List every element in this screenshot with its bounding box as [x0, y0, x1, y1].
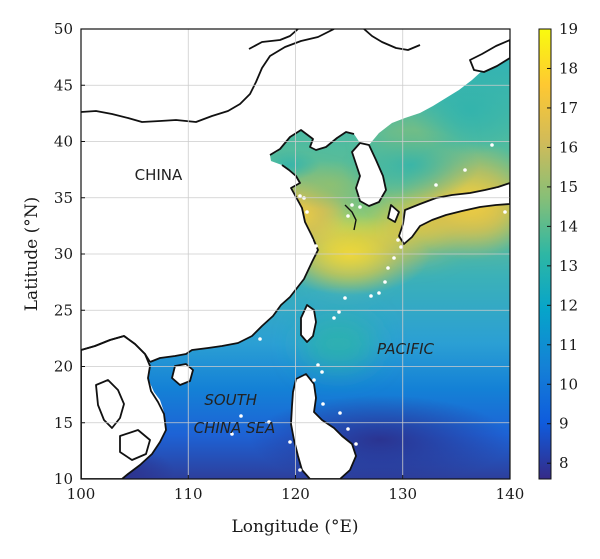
island-dot	[305, 210, 309, 214]
island-dot	[346, 214, 350, 218]
temperature-patch	[300, 318, 377, 370]
x-axis-label: Longitude (°E)	[231, 517, 358, 537]
y-axis-label: Latitude (°N)	[22, 197, 42, 311]
x-tick-label: 140	[496, 485, 525, 503]
colorbar: 8 9 10 11 12 13 14 15 16 17 18 19	[538, 20, 578, 480]
island-dot	[338, 411, 342, 415]
y-tick-label: 40	[54, 133, 73, 151]
x-tick-label: 100	[67, 485, 96, 503]
map-plot: CHINA PACIFIC SOUTH CHINA SEA	[81, 29, 510, 479]
island-dot	[396, 238, 400, 242]
grid-lines	[81, 29, 510, 479]
island-dot	[369, 294, 373, 298]
colorbar-tick-label: 10	[559, 375, 578, 393]
x-tick-label: 120	[281, 485, 310, 503]
island-markers	[230, 143, 507, 472]
island-dot	[503, 210, 507, 214]
island-dot	[320, 370, 324, 374]
island-dot	[343, 296, 347, 300]
island-dot	[230, 432, 234, 436]
island-dot	[239, 414, 243, 418]
island-dot	[392, 256, 396, 260]
colorbar-frame	[538, 28, 552, 480]
colorbar-tick-label: 18	[559, 59, 578, 77]
island-dot	[258, 337, 262, 341]
region-label: CHINA	[135, 166, 183, 184]
colorbar-tick-label: 13	[559, 257, 578, 275]
island-dot	[463, 168, 467, 172]
island-dot	[288, 440, 292, 444]
region-label: PACIFIC	[377, 340, 435, 358]
region-label: CHINA SEA	[194, 419, 276, 437]
island-dot	[399, 245, 403, 249]
colorbar-tick-label: 16	[559, 138, 578, 156]
island-dot	[350, 203, 354, 207]
y-tick-label: 25	[54, 301, 73, 319]
island-dot	[386, 266, 390, 270]
china-coastline	[81, 29, 421, 363]
y-tick-label: 50	[54, 20, 73, 38]
island-dot	[377, 291, 381, 295]
y-tick-label: 15	[54, 414, 73, 432]
y-axis-ticks: 10 15 20 25 30 35 40 45 50	[54, 20, 85, 488]
colorbar-tick-label: 19	[559, 20, 578, 38]
island-dot	[321, 402, 325, 406]
colorbar-tick-label: 8	[559, 454, 569, 472]
region-labels: CHINA PACIFIC SOUTH CHINA SEA	[135, 166, 435, 437]
y-tick-label: 45	[54, 76, 73, 94]
x-tick-label: 130	[388, 485, 417, 503]
island-dot	[298, 468, 302, 472]
island-dot	[358, 205, 362, 209]
island-dot	[316, 363, 320, 367]
colorbar-tick-label: 12	[559, 296, 578, 314]
island-dot	[312, 378, 316, 382]
island-dot	[298, 194, 302, 198]
island-dot	[434, 183, 438, 187]
island-dot	[354, 442, 358, 446]
island-dot	[490, 143, 494, 147]
island-dot	[314, 244, 318, 248]
coastlines	[81, 39, 510, 479]
colorbar-tick-label: 11	[559, 336, 578, 354]
island-dot	[314, 464, 318, 468]
island-dot	[383, 280, 387, 284]
colorbar-ticks: 8 9 10 11 12 13 14 15 16 17 18 19	[547, 20, 578, 472]
island-dot	[332, 316, 336, 320]
y-tick-label: 20	[54, 358, 73, 376]
region-label: SOUTH	[204, 391, 257, 409]
colorbar-tick-label: 17	[559, 99, 578, 117]
colorbar-gradient	[539, 29, 551, 479]
colorbar-tick-label: 15	[559, 178, 578, 196]
y-tick-label: 30	[54, 245, 73, 263]
island-dot	[337, 310, 341, 314]
x-axis-ticks: 100 110 120 130 140	[67, 475, 525, 503]
colorbar-tick-label: 9	[559, 415, 569, 433]
y-tick-label: 35	[54, 189, 73, 207]
island-dot	[332, 431, 336, 435]
island-dot	[309, 238, 313, 242]
colorbar-tick-label: 14	[559, 217, 578, 235]
x-tick-label: 110	[174, 485, 203, 503]
island-dot	[495, 188, 499, 192]
island-dot	[346, 427, 350, 431]
y-tick-label: 10	[54, 470, 73, 488]
